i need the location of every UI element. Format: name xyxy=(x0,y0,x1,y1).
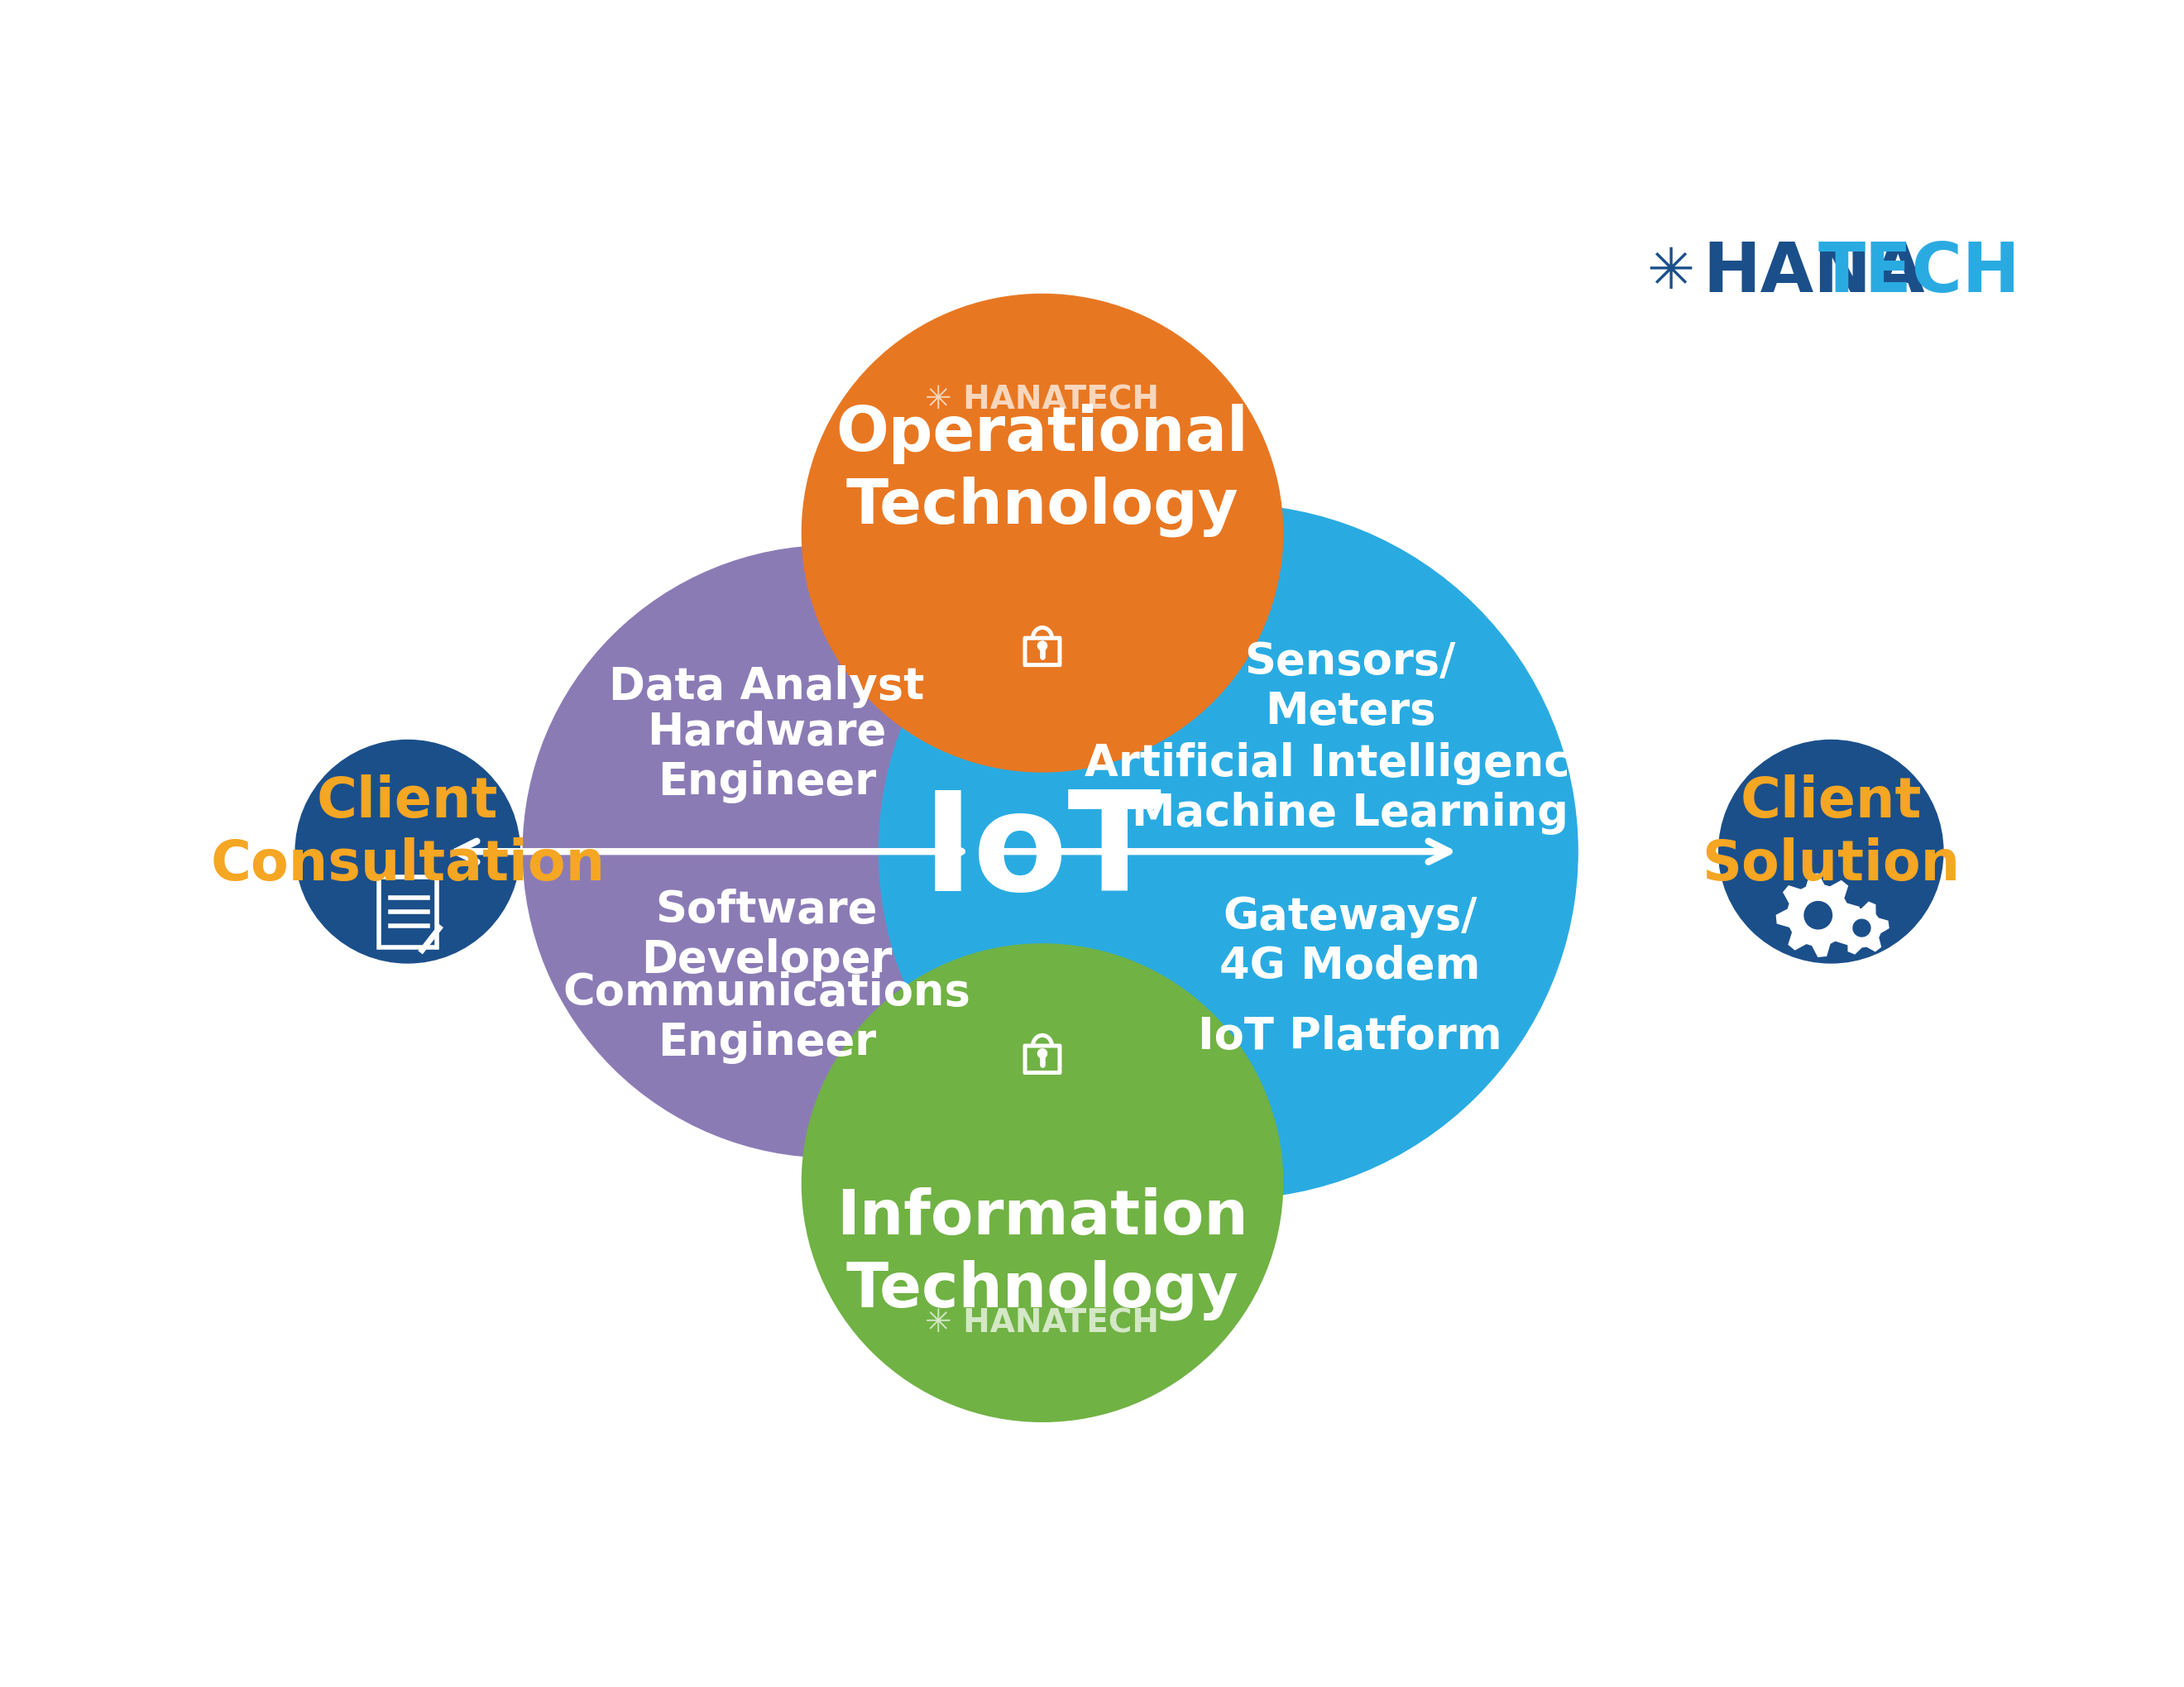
Text: Client
Consultation: Client Consultation xyxy=(210,774,605,892)
Text: IoT: IoT xyxy=(922,784,1162,919)
Circle shape xyxy=(295,741,520,963)
Text: Communications
Engineer: Communications Engineer xyxy=(563,972,970,1064)
Text: IoT Platform: IoT Platform xyxy=(1199,1016,1503,1058)
Text: Client
Solution: Client Solution xyxy=(1701,774,1959,892)
Text: HANA: HANA xyxy=(1704,240,1924,305)
Text: Operational
Technology: Operational Technology xyxy=(836,403,1249,536)
Circle shape xyxy=(1804,903,1832,930)
Text: ✳ HANATECH: ✳ HANATECH xyxy=(926,385,1160,415)
Circle shape xyxy=(1037,1049,1046,1058)
Circle shape xyxy=(1719,741,1944,963)
Text: Gateways/
4G Modem: Gateways/ 4G Modem xyxy=(1219,894,1481,987)
Circle shape xyxy=(1852,919,1870,936)
Polygon shape xyxy=(1835,903,1889,955)
Text: TECH: TECH xyxy=(1817,240,2020,305)
Circle shape xyxy=(802,945,1282,1422)
Text: Sensors/
Meters: Sensors/ Meters xyxy=(1245,639,1457,732)
Text: Hardware
Engineer: Hardware Engineer xyxy=(646,710,887,803)
Circle shape xyxy=(1037,641,1046,651)
Text: Artificial Intelligence/
Machine Learning: Artificial Intelligence/ Machine Learnin… xyxy=(1085,742,1616,835)
Circle shape xyxy=(802,295,1282,773)
Text: Information
Technology: Information Technology xyxy=(836,1186,1249,1319)
Text: Data Analyst: Data Analyst xyxy=(609,665,924,709)
Text: ✳ HANATECH: ✳ HANATECH xyxy=(926,1307,1160,1339)
Polygon shape xyxy=(1776,874,1861,957)
Circle shape xyxy=(522,547,1138,1157)
Text: Software
Developer: Software Developer xyxy=(642,889,891,982)
Text: ✳: ✳ xyxy=(1647,245,1695,300)
Circle shape xyxy=(878,504,1577,1199)
